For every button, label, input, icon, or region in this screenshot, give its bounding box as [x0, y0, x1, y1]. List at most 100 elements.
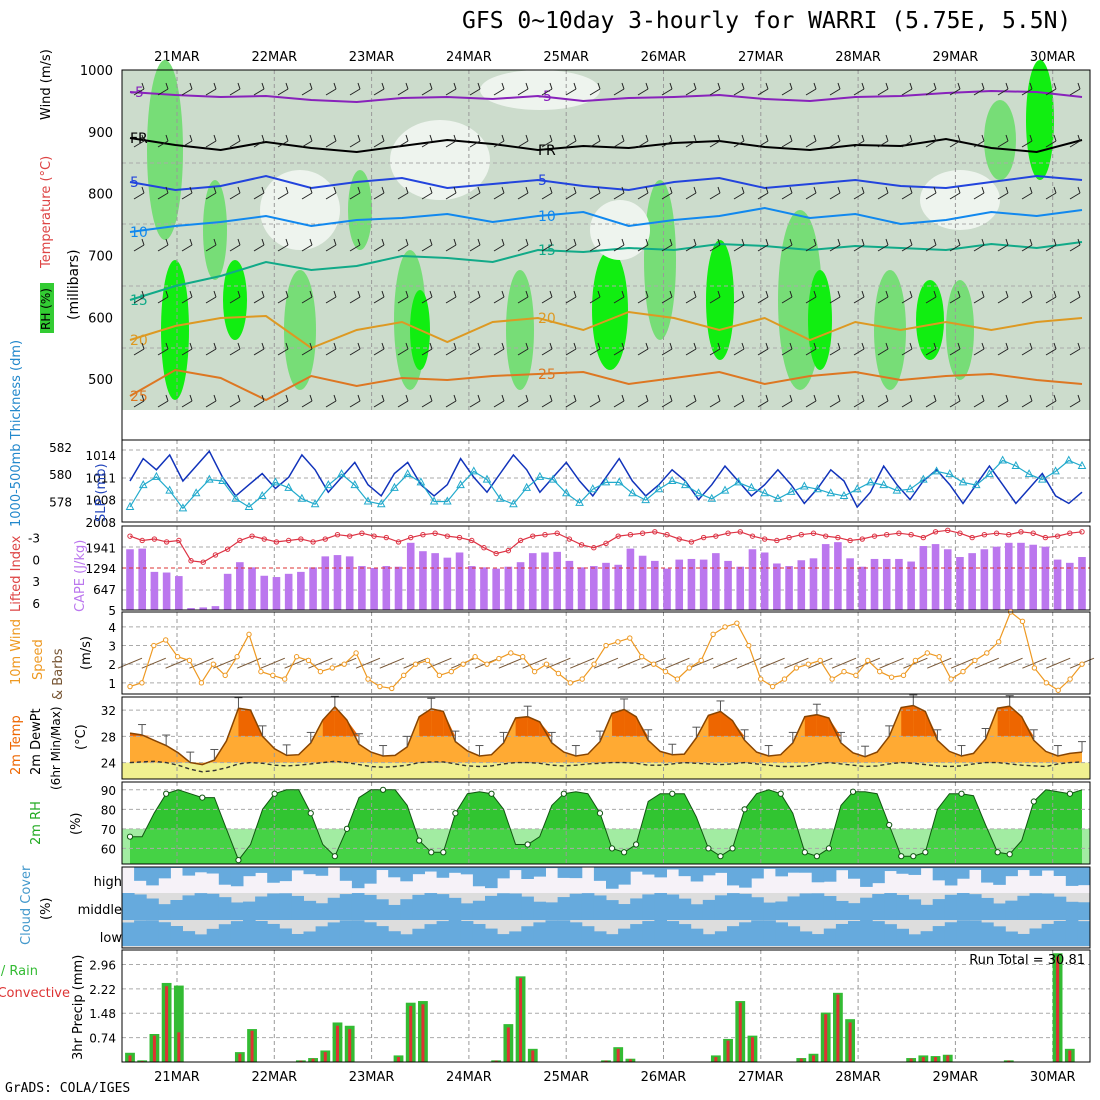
lifted-index-line [129, 529, 1083, 563]
rh-point [379, 786, 387, 793]
wind-barb [781, 192, 793, 200]
cape-tick: 1941 [85, 541, 116, 555]
wind-barb [565, 400, 577, 408]
wind-barb [949, 348, 961, 356]
wind-barb [685, 400, 697, 408]
lifted-index-point [1006, 531, 1012, 538]
lifted-index-point [1067, 530, 1073, 536]
wind-barb-flag [789, 238, 793, 246]
cape-bar [272, 577, 281, 610]
wind-barb [445, 140, 457, 148]
wind-speed-point [746, 642, 752, 649]
thickness-point [310, 499, 320, 508]
wind-barb-flag [333, 342, 337, 350]
thickness-point [799, 481, 809, 490]
rh-point [524, 841, 531, 848]
wind-barb [493, 296, 505, 304]
cloud-low-cell [811, 934, 825, 946]
lifted-index-point [237, 537, 243, 544]
wind-speed-point [853, 672, 859, 679]
wind-barb [829, 192, 841, 200]
lifted-index-point [176, 537, 182, 544]
cape-bar [626, 548, 635, 610]
wind-barb-flag [429, 342, 433, 350]
wind-barb [469, 88, 481, 96]
wind-barb [829, 400, 841, 408]
wind-barb-flag [981, 186, 985, 194]
wind-barb [877, 192, 889, 200]
lifted-index-point [359, 530, 365, 536]
wind-barb [685, 348, 697, 356]
wind-speed-point [293, 654, 300, 660]
date-label-bottom: 22MAR [251, 1070, 297, 1085]
precip-convective-bar [409, 1006, 413, 1062]
lifted-index-point [444, 533, 451, 539]
cape-bar [223, 573, 232, 610]
wind-barb-flag [477, 394, 481, 402]
wind-barb-flag [429, 290, 433, 298]
rh-legend-swatch [40, 283, 54, 333]
wind-barb-flag [861, 290, 865, 298]
wind-speed-point [377, 683, 383, 690]
wind-speed-point [389, 685, 395, 692]
lifted-index-point [652, 529, 658, 535]
wind-barb-flag [813, 134, 817, 142]
cloud-high-cell [872, 867, 885, 884]
rh-contour-fill [916, 280, 944, 360]
wind-barb [205, 400, 217, 408]
cloud-low-label: low [100, 931, 123, 946]
thickness-point [1037, 474, 1047, 483]
cloud-high-cell [630, 867, 643, 872]
lifted-index-point [847, 537, 853, 544]
wind-tick: 3 [108, 640, 116, 654]
wind-barb-flag [381, 290, 385, 298]
wind-barb-flag [765, 186, 769, 194]
wind-barb-flag [981, 238, 985, 246]
cape-bar [187, 608, 195, 610]
wind-barb [877, 140, 889, 148]
rh-point [898, 853, 905, 860]
wind-barb [493, 348, 505, 356]
cloud-mid-cell [460, 903, 474, 920]
wind-barb-flag [957, 342, 961, 350]
wind-barb-flag [285, 342, 289, 350]
wind-barb [781, 296, 793, 304]
upper-air-panel: 5006007008009001000-5-5FRFR5510101515202… [39, 49, 1090, 440]
temp2m-panel: 24 28 32 2m Temp 2m DewPt (6hr Min/Max) (°C) [9, 694, 1090, 790]
wind-speed-point [210, 661, 217, 667]
thickness-point [932, 466, 941, 475]
isotherm-label: 25 [130, 389, 148, 405]
lifted-index-point [273, 539, 280, 545]
lifted-index-point [993, 530, 1000, 536]
thickness-point [866, 477, 875, 486]
cloud-low-cell [376, 926, 389, 946]
thickness-point [178, 503, 188, 512]
date-label-top: 28MAR [835, 50, 881, 65]
cape-bar [370, 568, 378, 610]
cloud-high-cell [702, 867, 716, 876]
wind-barb-flag [1077, 342, 1081, 350]
wind10m-panel: 1 2 3 4 10m Wind Speed & Barbs (m/s) [9, 609, 1095, 700]
cloud-mid-cell [727, 893, 740, 920]
cloud-low-cell [956, 920, 970, 946]
wind-barb [709, 192, 721, 200]
lifted-index-point [603, 540, 609, 547]
wind-barb [757, 296, 769, 304]
wind-barb-flag [333, 82, 337, 90]
thickness-point [786, 486, 796, 495]
wind-speed-point [639, 654, 645, 660]
surface-wind-barb [617, 657, 642, 669]
temp-hot-fill [334, 706, 347, 737]
thickness-point [456, 480, 465, 489]
precip-convective-bar [604, 1060, 608, 1062]
wind-speed-point [591, 661, 597, 667]
wind-barb [205, 140, 217, 148]
date-label-top: 27MAR [738, 50, 784, 65]
wind-barb-flag [981, 82, 985, 90]
wind-barb-flag [453, 134, 457, 142]
thickness-point [416, 477, 426, 486]
cloud-mid-cell [230, 902, 244, 920]
wind-barb-flag [741, 290, 745, 298]
surface-wind-barb [427, 657, 452, 669]
cape-bar [321, 556, 330, 610]
